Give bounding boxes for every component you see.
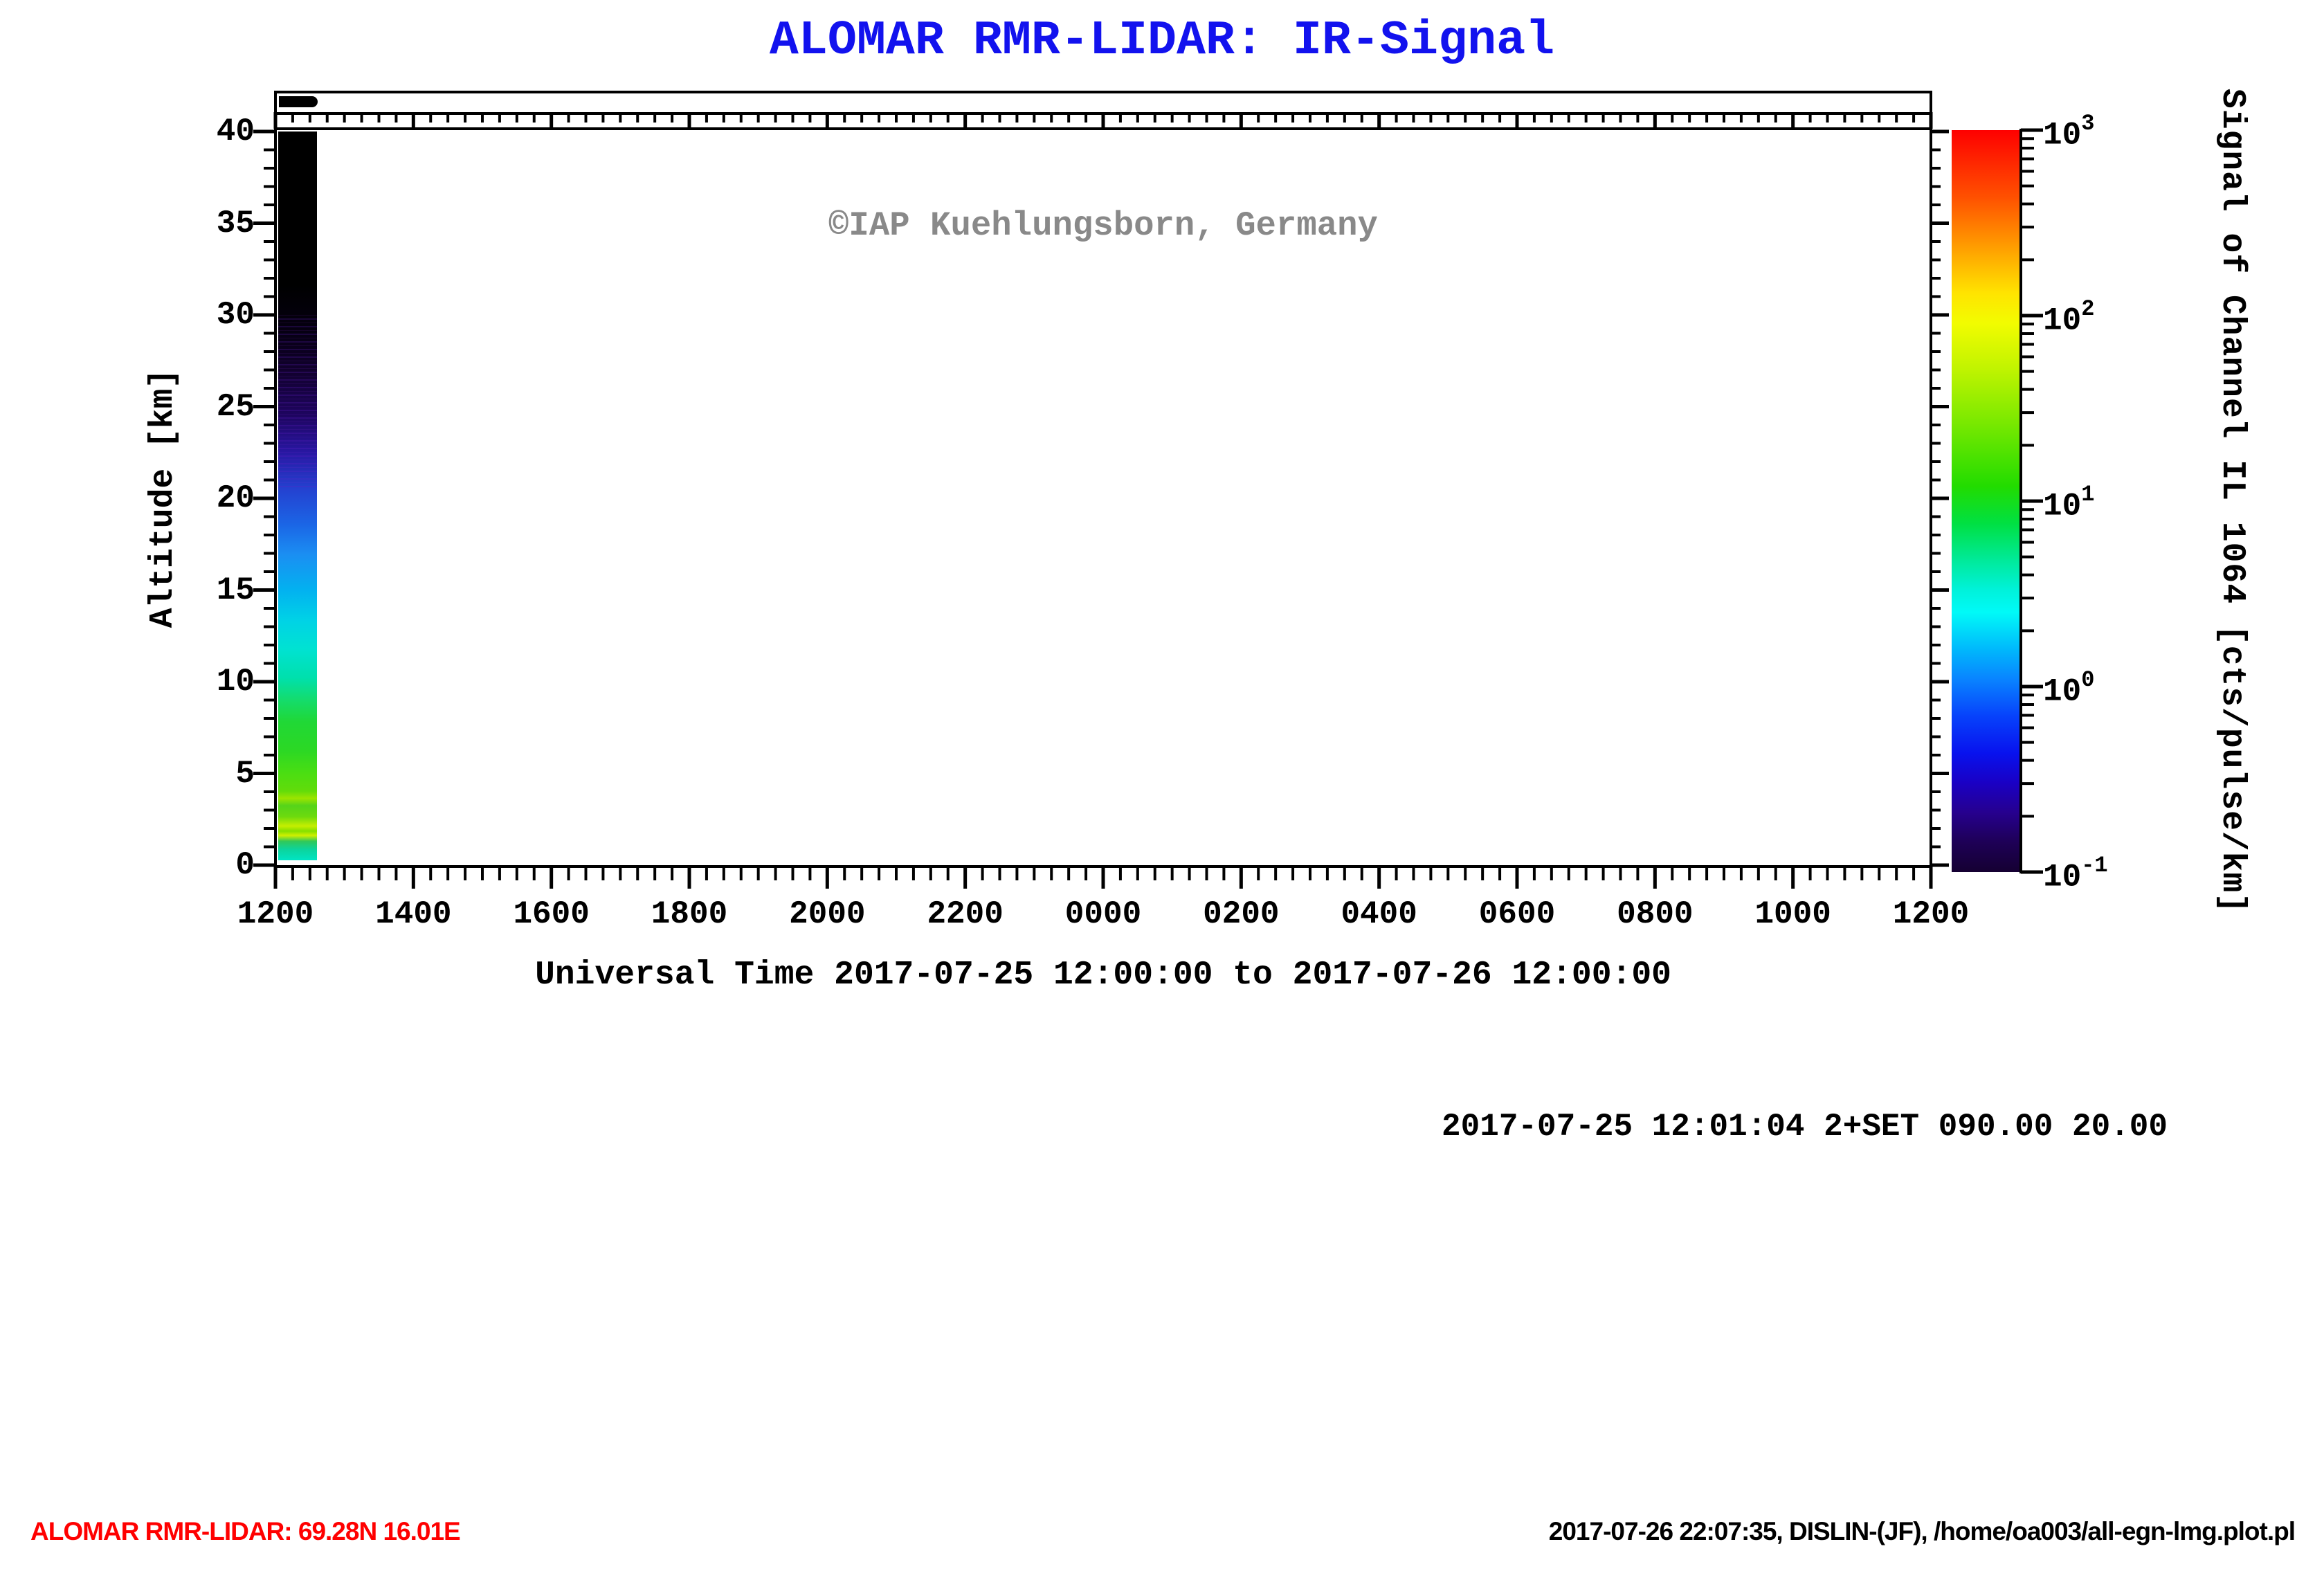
x-tick-label: 1600 [513,896,590,932]
y-tick-label: 40 [216,114,255,149]
y-tick-label: 35 [216,205,255,242]
station-coordinates-footer: ALOMAR RMR-LIDAR: 69.28N 16.01E [30,1517,461,1545]
colorbar-tick-label: 103 [2043,111,2095,154]
generation-info-footer: 2017-07-26 22:07:35, DISLIN-(JF), /home/… [1548,1517,2296,1545]
x-tick-label: 1200 [1892,896,1970,932]
measurement-settings-stamp: 2017-07-25 12:01:04 2+SET 090.00 20.00 [1442,1109,2168,1145]
x-tick-label: 1800 [651,896,728,932]
colorbar-tick-label: 100 [2043,667,2095,710]
x-tick-label: 1000 [1754,896,1831,932]
chart-title: ALOMAR RMR-LIDAR: IR-Signal [769,14,1555,69]
x-tick-label: 0000 [1064,896,1142,932]
x-tick-label: 2000 [789,896,866,932]
y-tick-label: 10 [216,664,255,700]
colorbar-tick-label: 102 [2043,296,2095,339]
x-tick-label: 0600 [1478,896,1556,932]
signal-noise-texture [278,313,317,487]
y-tick-label: 0 [235,847,255,883]
y-tick-label: 30 [216,297,255,333]
x-tick-label: 1200 [237,896,314,932]
colorbar-tick-label: 10-1 [2043,853,2108,896]
colorbar-axis-title: Signal of Channel IL 1064 [cts/pulse/km] [2213,88,2251,914]
x-tick-label: 0800 [1617,896,1694,932]
signal-data-column [278,131,317,860]
x-tick-label: 1400 [375,896,452,932]
colorbar-gradient [1952,130,2021,872]
data-coverage-bar [279,96,318,107]
y-tick-label: 15 [216,572,255,608]
watermark-text: ©IAP Kuehlungsborn, Germany [828,206,1378,245]
x-tick-label: 2200 [927,896,1004,932]
x-tick-label: 0200 [1203,896,1280,932]
y-tick-label: 5 [235,755,255,792]
y-tick-label: 25 [216,388,255,425]
x-tick-label: 0400 [1341,896,1417,932]
y-tick-label: 20 [216,480,255,516]
y-axis-title: Altitude [km] [145,368,182,628]
x-axis-title: Universal Time 2017-07-25 12:00:00 to 20… [535,956,1671,994]
colorbar-tick-label: 101 [2043,482,2095,525]
